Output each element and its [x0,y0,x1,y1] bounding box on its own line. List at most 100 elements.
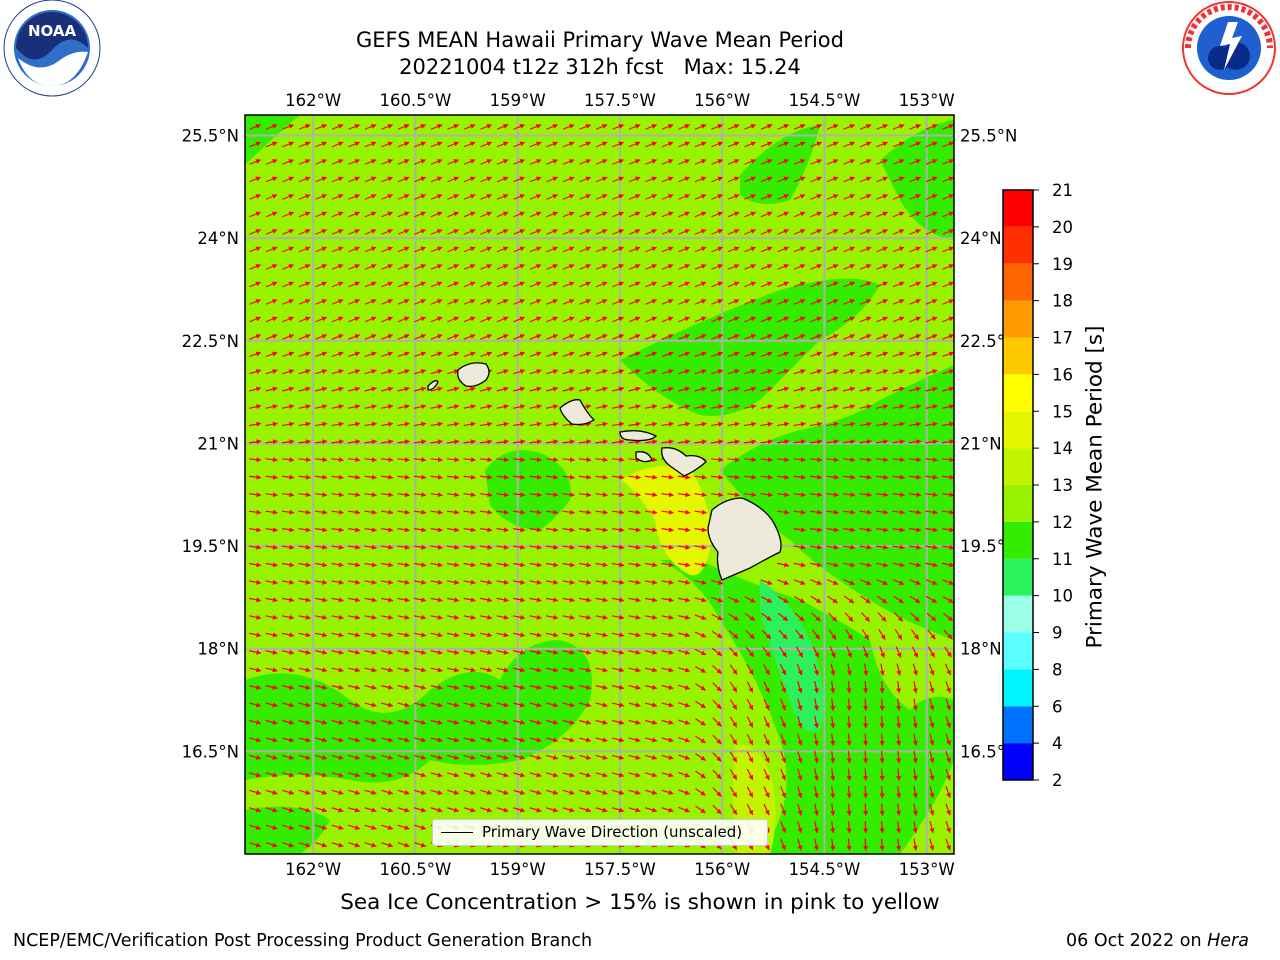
wave-arrow [348,194,361,200]
wave-arrow [348,124,361,130]
wave-arrow [348,229,361,235]
wave-arrow [513,124,526,130]
wave-arrow [496,281,509,288]
wave-arrow [298,369,311,375]
wave-arrow [612,281,625,288]
wave-arrow [810,369,823,375]
wave-arrow [612,176,625,183]
footer-date-text: 06 Oct 2022 on [1066,931,1208,951]
wave-arrow [562,159,575,165]
wave-arrow [777,351,790,357]
wave-arrow [645,334,658,340]
wave-arrow [793,229,806,235]
wave-arrow [760,246,773,253]
wave-arrow [249,334,262,340]
wave-arrow [546,334,559,340]
colorbar-segment [1003,374,1033,412]
wave-arrow [298,404,311,410]
wave-arrow [265,386,278,392]
wave-arrow [859,159,872,165]
wave-arrow [331,159,344,165]
colorbar-tick-label: 20 [1052,218,1073,237]
wave-arrow [562,264,575,270]
wave-arrow [397,334,410,340]
wave-arrow [480,299,493,305]
wave-arrow [678,141,691,148]
wave-arrow [529,159,542,165]
wave-arrow [265,316,278,323]
wave-arrow [331,369,344,375]
noaa-logo: NOAA [3,0,101,97]
wave-arrow [810,281,823,288]
wave-arrow [513,246,526,253]
wave-arrow [876,194,889,200]
wave-arrow [331,404,344,410]
wave-arrow [496,264,509,270]
wave-arrow [909,351,922,357]
wave-arrow [859,229,872,235]
wave-arrow [315,369,328,375]
wave-arrow [529,194,542,200]
wave-arrow [826,141,839,148]
lat-tick-label: 25.5°N [182,127,239,146]
map-legend: Primary Wave Direction (unscaled) [432,819,768,846]
wave-arrow [348,299,361,305]
wave-arrow [645,246,658,253]
wave-arrow [863,768,869,781]
wave-arrow [711,351,724,357]
wave-arrow [694,159,707,165]
wave-arrow [777,281,790,288]
wave-arrow [513,194,526,200]
wave-arrow [463,281,476,288]
wave-arrow [430,369,443,375]
wave-arrow [694,299,707,305]
wave-arrow [414,369,427,375]
wave-arrow [711,229,724,235]
wave-arrow [744,159,757,165]
wave-arrow [942,194,954,200]
wave-arrow [529,124,542,130]
wave-arrow [298,316,311,323]
wave-arrow [925,369,938,375]
wave-arrow [348,141,361,148]
wave-arrow [661,264,674,270]
wave-arrow [711,299,724,305]
wave-arrow [348,281,361,288]
wave-arrow [397,299,410,305]
wave-arrow [876,369,889,375]
wave-arrow [282,369,295,375]
wave-arrow [579,229,592,235]
wave-arrow [397,351,410,357]
lat-tick-label: 25.5°N [960,127,1017,146]
wave-arrow [843,211,856,218]
wave-arrow [249,229,262,235]
wave-arrow [381,194,394,200]
colorbar-segment [1003,448,1033,485]
wave-arrow [249,124,262,130]
wave-arrow [678,264,691,270]
wave-arrow [364,194,377,200]
wave-arrow [711,334,724,340]
wave-arrow [628,351,641,357]
wave-arrow [876,386,889,392]
map-panel[interactable] [245,115,954,854]
wave-arrow [645,159,658,165]
wave-arrow [892,264,905,270]
wave-arrow [315,281,328,288]
wave-arrow [612,264,625,270]
wave-arrow [546,194,559,200]
wave-arrow [513,299,526,305]
wave-arrow [447,386,460,392]
wave-arrow [793,334,806,340]
wave-arrow [879,768,885,781]
wave-arrow [579,211,592,218]
wave-arrow [447,229,460,235]
wave-arrow [480,404,493,410]
lat-tick-label: 18°N [197,640,239,659]
wave-arrow [942,369,954,375]
wave-arrow [879,715,885,729]
wave-arrow [595,334,608,340]
wave-arrow [463,141,476,148]
wave-arrow [793,246,806,253]
wave-arrow [942,316,954,323]
